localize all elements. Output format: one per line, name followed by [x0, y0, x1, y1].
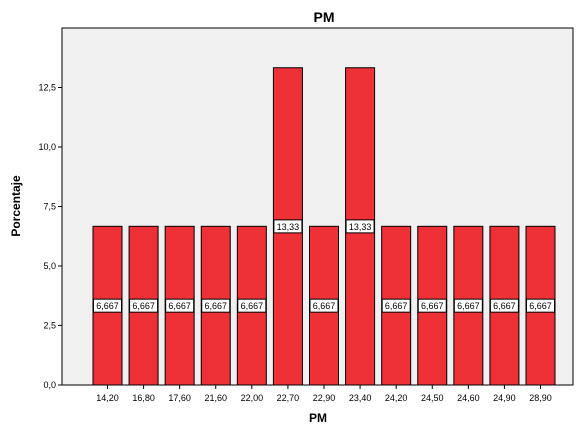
data-label: 6,667	[457, 301, 480, 311]
data-label-box	[201, 298, 231, 313]
y-axis-title: Porcentaje	[9, 175, 23, 237]
x-tick-label: 24,90	[493, 393, 516, 403]
x-tick-label: 22,70	[277, 393, 300, 403]
x-tick-label: 28,90	[529, 393, 552, 403]
data-label-box	[381, 298, 411, 313]
x-tick-label: 23,40	[349, 393, 372, 403]
data-label: 13,33	[277, 222, 300, 232]
y-tick-label: 5,0	[43, 261, 56, 271]
y-tick-label: 7,5	[43, 202, 56, 212]
data-label: 6,667	[168, 301, 191, 311]
data-label-box	[129, 298, 159, 313]
y-tick-label: 12,5	[38, 83, 56, 93]
data-label-box	[526, 298, 555, 313]
y-tick-label: 10,0	[38, 142, 56, 152]
y-tick-label: 0,0	[43, 380, 56, 390]
data-label-box	[165, 298, 195, 313]
data-label: 6,667	[421, 301, 444, 311]
data-label: 6,667	[132, 301, 155, 311]
data-label-box	[237, 298, 267, 313]
x-tick-label: 17,60	[168, 393, 191, 403]
data-label: 6,667	[96, 301, 119, 311]
x-tick-label: 22,90	[313, 393, 336, 403]
data-label-box	[453, 298, 483, 313]
data-label: 6,667	[204, 301, 227, 311]
x-tick-label: 22,00	[241, 393, 264, 403]
data-label: 6,667	[313, 301, 336, 311]
x-tick-label: 24,50	[421, 393, 444, 403]
data-label: 6,667	[493, 301, 516, 311]
data-label: 6,667	[385, 301, 408, 311]
x-tick-label: 14,20	[96, 393, 119, 403]
data-label-box	[417, 298, 447, 313]
x-axis-title: PM	[309, 411, 327, 425]
x-tick-label: 16,80	[132, 393, 155, 403]
chart-title: PM	[314, 9, 335, 25]
x-tick-label: 21,60	[204, 393, 227, 403]
data-label-box	[273, 219, 303, 234]
data-label-box	[309, 298, 339, 313]
data-label: 6,667	[241, 301, 264, 311]
y-axis: 0,0 2,5 5,0 7,5 10,0 12,5	[38, 83, 62, 390]
data-label: 13,33	[349, 222, 372, 232]
data-label: 6,667	[529, 301, 552, 311]
y-tick-label: 2,5	[43, 321, 56, 331]
data-label-box	[489, 298, 519, 313]
x-tick-label: 24,20	[385, 393, 408, 403]
x-tick-label: 24,60	[457, 393, 480, 403]
x-axis: 14,20 16,80 17,60 21,60 22,00 22,70 22,90 23,40…	[96, 385, 552, 403]
data-label-box	[93, 298, 122, 313]
data-label-box	[345, 219, 375, 234]
bars-layer: 6,667 6,667 6,667 6,667 6,667 13,33 6,667 13,33…	[92, 67, 556, 386]
